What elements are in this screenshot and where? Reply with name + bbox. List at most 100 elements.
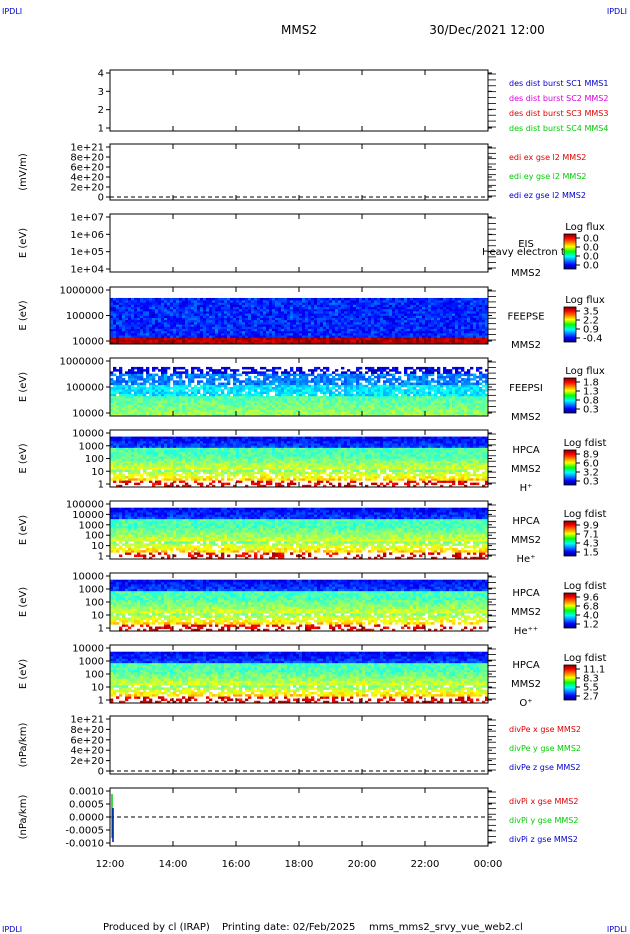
spectrogram-cell [374, 322, 378, 325]
spectrogram-cell [293, 391, 297, 394]
spectrogram-cell [158, 317, 162, 321]
spectrogram-cell [278, 339, 282, 343]
spectrogram-cell [401, 326, 405, 329]
spectrogram-cell [281, 387, 285, 390]
spectrogram-cell [128, 339, 132, 343]
spectrogram-cell [317, 375, 321, 379]
spectrogram-cell [155, 313, 159, 316]
spectrogram-cell [353, 330, 357, 334]
spectrogram-cell [455, 341, 459, 345]
spectrogram-cell [395, 304, 399, 308]
spectrogram-cell [251, 324, 255, 327]
spectrogram-cell [245, 413, 249, 417]
spectrogram-cell [227, 378, 231, 381]
spectrogram-cell [416, 322, 420, 325]
spectrogram-cell [131, 387, 135, 390]
spectrogram-cell [239, 373, 243, 377]
spectrogram-cell [254, 333, 258, 336]
y-tick-label: 2e+20 [70, 183, 104, 194]
spectrogram-cell [356, 302, 360, 305]
spectrogram-cell [206, 300, 210, 303]
spectrogram-cell [311, 304, 315, 308]
spectrogram-cell [164, 373, 168, 377]
spectrogram-cell [329, 409, 333, 412]
spectrogram-cell [209, 341, 213, 345]
spectrogram-cell [251, 341, 255, 345]
spectrogram-cell [485, 311, 489, 314]
spectrogram-cell [134, 411, 138, 415]
colorbar-tick-label: 2.2 [583, 316, 599, 327]
spectrogram-cell [287, 341, 291, 345]
spectrogram-cell [386, 391, 390, 394]
spectrogram-cell [416, 297, 420, 301]
spectrogram-cell [140, 398, 144, 401]
spectrogram-cell [278, 304, 282, 308]
spectrogram-cell [269, 400, 273, 403]
spectrogram-cell [296, 328, 300, 332]
spectrogram-cell [437, 413, 441, 417]
spectrogram-cell [440, 402, 444, 406]
spectrogram-cell [299, 382, 303, 386]
spectrogram-cell [149, 326, 153, 329]
spectrogram-cell [215, 324, 219, 327]
spectrogram-cell [116, 339, 120, 343]
spectrogram-cell [392, 326, 396, 329]
spectrogram-cell [161, 326, 165, 329]
spectrogram-cell [233, 398, 237, 401]
spectrogram-cell [374, 333, 378, 336]
spectrogram-cell [215, 306, 219, 310]
spectrogram-cell [440, 404, 444, 408]
spectrogram-cell [128, 384, 132, 388]
spectrogram-cell [143, 387, 147, 390]
spectrogram-cell [311, 319, 315, 323]
spectrogram-cell [122, 413, 126, 417]
instrument-label: FEEPSE [507, 312, 544, 323]
spectrogram-cell [185, 337, 189, 340]
spectrogram-cell [146, 402, 150, 406]
spectrogram-cell [293, 308, 297, 312]
spectrogram-cell [485, 330, 489, 334]
spectrogram-cell [236, 373, 240, 377]
spectrogram-cell [275, 400, 279, 403]
spectrogram-cell [260, 302, 264, 305]
spectrogram-cell [167, 300, 171, 303]
spectrogram-cell [194, 409, 198, 412]
spectrogram-cell [125, 339, 129, 343]
spectrogram-cell [356, 373, 360, 377]
spectrogram-cell [314, 366, 318, 370]
spectrogram-cell [479, 322, 483, 325]
spectrogram-cell [275, 300, 279, 303]
spectrogram-cell [335, 326, 339, 329]
spectrogram-cell [374, 308, 378, 312]
spectrogram-cell [437, 313, 441, 316]
spectrogram-cell [155, 311, 159, 314]
spectrogram-cell [299, 380, 303, 383]
spectrogram-cell [119, 369, 123, 372]
spacecraft-title: MMS2 [281, 23, 317, 37]
legend-entry: edi ex gse l2 MMS2 [509, 153, 586, 162]
spectrogram-cell [302, 371, 306, 374]
spectrogram-cell [227, 300, 231, 303]
spectrogram-cell [284, 382, 288, 386]
spectrogram-cell [329, 324, 333, 327]
spectrogram-cell [224, 328, 228, 332]
spectrogram-cell [146, 387, 150, 390]
spectrogram-cell [326, 306, 330, 310]
spectrogram-cell [344, 330, 348, 334]
spectrogram-cell [128, 337, 132, 340]
spectrogram-cell [110, 297, 114, 301]
spectrogram-cell [119, 335, 123, 338]
spectrogram-cell [341, 335, 345, 338]
spectrogram-cell [206, 324, 210, 327]
spectrogram-cell [143, 308, 147, 312]
spectrogram-cell [380, 308, 384, 312]
spectrogram-cell [347, 389, 351, 392]
spectrogram-cell [317, 315, 321, 318]
spectrogram-cell [347, 302, 351, 305]
spectrogram-cell [263, 315, 267, 318]
spectrogram-cell [179, 311, 183, 314]
spectrogram-cell [353, 308, 357, 312]
spectrogram-cell [269, 324, 273, 327]
spectrogram-cell [149, 315, 153, 318]
spectrogram-cell [266, 384, 270, 388]
